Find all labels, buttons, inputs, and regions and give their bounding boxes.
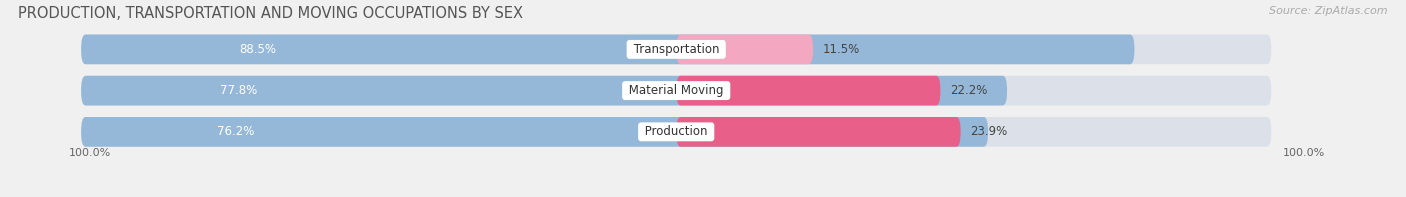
- FancyBboxPatch shape: [676, 34, 813, 64]
- FancyBboxPatch shape: [676, 117, 960, 147]
- Text: 100.0%: 100.0%: [69, 148, 111, 158]
- Text: 11.5%: 11.5%: [823, 43, 860, 56]
- FancyBboxPatch shape: [82, 117, 1271, 147]
- FancyBboxPatch shape: [82, 34, 1271, 64]
- Text: 23.9%: 23.9%: [970, 125, 1008, 138]
- Text: 76.2%: 76.2%: [217, 125, 254, 138]
- Text: PRODUCTION, TRANSPORTATION AND MOVING OCCUPATIONS BY SEX: PRODUCTION, TRANSPORTATION AND MOVING OC…: [18, 6, 523, 21]
- FancyBboxPatch shape: [676, 76, 941, 105]
- Text: Production: Production: [641, 125, 711, 138]
- Text: 100.0%: 100.0%: [1282, 148, 1324, 158]
- FancyBboxPatch shape: [82, 76, 1007, 105]
- Text: Transportation: Transportation: [630, 43, 723, 56]
- Text: Material Moving: Material Moving: [626, 84, 727, 97]
- Text: 77.8%: 77.8%: [219, 84, 257, 97]
- FancyBboxPatch shape: [82, 34, 1135, 64]
- Text: 22.2%: 22.2%: [950, 84, 987, 97]
- FancyBboxPatch shape: [82, 117, 988, 147]
- FancyBboxPatch shape: [82, 76, 1271, 105]
- Text: Source: ZipAtlas.com: Source: ZipAtlas.com: [1270, 6, 1388, 16]
- Text: 88.5%: 88.5%: [239, 43, 276, 56]
